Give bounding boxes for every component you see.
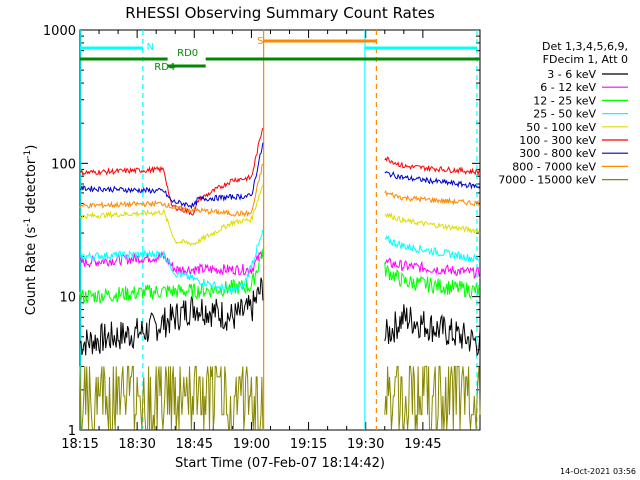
series-100-300-kev-post — [384, 156, 481, 177]
flag-night-label: N — [147, 42, 154, 53]
legend-header-line-2: FDecim 1, Att 0 — [543, 53, 628, 66]
series-layer — [79, 127, 481, 430]
legend-label-3-6-kev: 3 - 6 keV — [547, 68, 596, 81]
series-7000-15000-kev-pre — [79, 365, 264, 430]
series-100-300-kev-pre — [79, 127, 264, 216]
series-6-12-kev-pre — [79, 250, 264, 277]
attenuator-markers — [80, 30, 478, 430]
legend-label-800-7000-kev: 800 - 7000 keV — [512, 160, 596, 173]
y-tick-label: 1 — [68, 424, 76, 439]
legend-label-12-25-kev: 12 - 25 keV — [533, 94, 596, 107]
y-axis-label-part-2: detector — [24, 158, 39, 218]
series-800-7000-kev-pre — [79, 163, 264, 218]
legend-header-line-1: Det 1,3,4,5,6,9, — [542, 40, 628, 53]
y-axis-label-sup-2: -1 — [23, 150, 33, 159]
x-tick-label: 19:00 — [233, 437, 270, 452]
series-50-100-kev-pre — [79, 184, 264, 247]
y-axis-label-sup-1: -1 — [23, 218, 33, 227]
y-tick-label: 1000 — [43, 24, 76, 39]
x-tick-label: 19:15 — [290, 437, 327, 452]
flag-rd0-label: RD0 — [177, 48, 198, 59]
series-12-25-kev-post — [384, 262, 481, 299]
series-7000-15000-kev-post — [384, 365, 481, 430]
x-tick-label: 19:30 — [347, 437, 384, 452]
legend-label-100-300-kev: 100 - 300 keV — [519, 134, 596, 147]
y-axis-label-part-1: Count Rate (s — [24, 227, 39, 316]
series-6-12-kev-post — [384, 257, 481, 280]
plot-frame — [79, 29, 481, 431]
series-300-800-kev-pre — [80, 142, 264, 210]
x-tick-label: 18:30 — [118, 437, 155, 452]
y-tick-labels: 1 10 100 1000 — [43, 24, 76, 439]
y-tick-label: 10 — [59, 291, 76, 306]
series-25-50-kev-post — [384, 235, 481, 263]
series-3-6-kev-pre — [79, 277, 264, 356]
legend-label-6-12-kev: 6 - 12 keV — [540, 81, 596, 94]
timestamp: 14-Oct-2021 03:56 — [560, 467, 636, 476]
series-50-100-kev-post — [384, 211, 481, 235]
x-tick-label: 18:15 — [61, 437, 98, 452]
flag-rd4-label: RD4 — [154, 62, 175, 73]
axis-ticks — [79, 29, 480, 431]
series-800-7000-kev-post — [384, 189, 481, 207]
x-tick-label: 18:45 — [176, 437, 213, 452]
y-axis-label-part-3: ) — [24, 145, 39, 150]
series-3-6-kev-post — [384, 304, 481, 357]
legend-label-50-100-kev: 50 - 100 keV — [526, 121, 596, 134]
chart-title: RHESSI Observing Summary Count Rates — [125, 4, 435, 22]
x-tick-label: 19:45 — [404, 437, 441, 452]
legend-label-300-800-kev: 300 - 800 keV — [519, 147, 596, 160]
series-25-50-kev-pre — [79, 229, 264, 295]
y-tick-label: 100 — [51, 157, 76, 172]
legend-label-7000-15000-kev: 7000 - 15000 keV — [498, 174, 596, 187]
flag-saa-label: S — [257, 36, 263, 47]
legend-label-25-50-kev: 25 - 50 keV — [533, 108, 596, 121]
x-axis-label: Start Time (07-Feb-07 18:14:42) — [175, 456, 385, 471]
series-300-800-kev-post — [384, 170, 481, 190]
x-tick-labels: 18:15 18:30 18:45 19:00 19:15 19:30 19:45 — [61, 437, 441, 452]
y-axis-label: Count Rate (s-1 detector-1) — [23, 145, 39, 316]
